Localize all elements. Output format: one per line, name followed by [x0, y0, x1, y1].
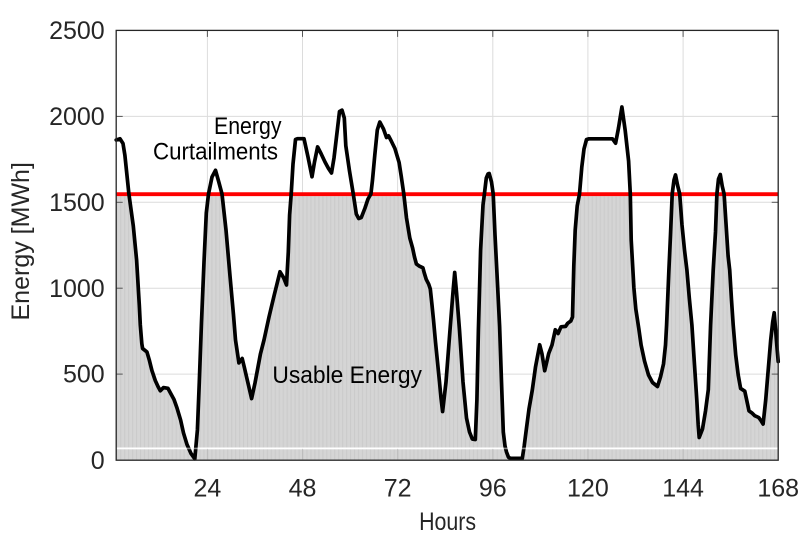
svg-text:1500: 1500	[49, 189, 105, 217]
svg-text:96: 96	[479, 474, 507, 502]
svg-text:Usable Energy: Usable Energy	[272, 362, 422, 389]
svg-text:0: 0	[91, 447, 105, 475]
svg-text:500: 500	[63, 361, 105, 389]
svg-text:120: 120	[567, 474, 609, 502]
svg-text:2500: 2500	[49, 17, 105, 45]
svg-text:2000: 2000	[49, 103, 105, 131]
svg-text:168: 168	[757, 474, 799, 502]
svg-text:Energy [MWh]: Energy [MWh]	[7, 162, 35, 320]
svg-text:1000: 1000	[49, 275, 105, 303]
svg-text:Curtailments: Curtailments	[153, 139, 278, 166]
svg-text:72: 72	[384, 474, 412, 502]
svg-text:48: 48	[289, 474, 317, 502]
svg-text:Hours: Hours	[419, 508, 476, 534]
svg-text:24: 24	[193, 474, 221, 502]
svg-text:144: 144	[662, 474, 704, 502]
svg-text:Energy: Energy	[214, 113, 282, 140]
